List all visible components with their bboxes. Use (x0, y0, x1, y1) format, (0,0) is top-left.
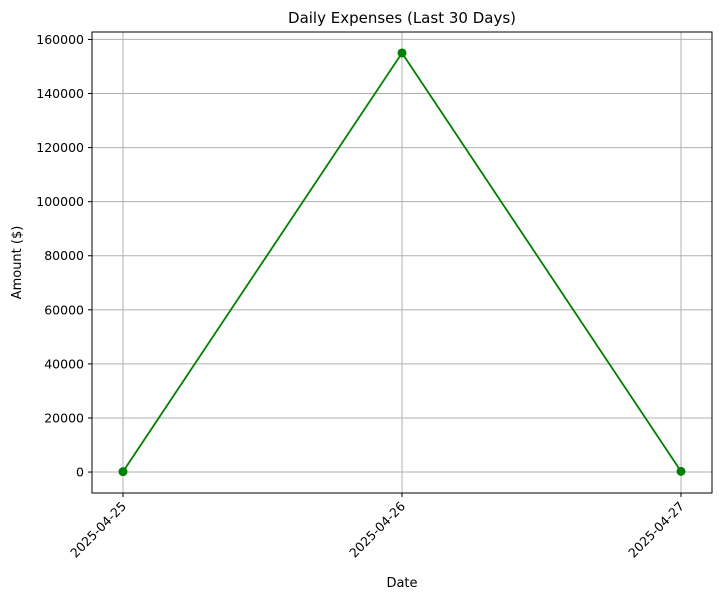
y-tick-label: 20000 (44, 410, 84, 425)
data-point (397, 48, 407, 58)
y-axis-ticks: 0 20000 40000 60000 80000 100000 120000 140000 1… (36, 32, 92, 480)
y-tick-label: 160000 (36, 32, 84, 47)
y-tick-label: 140000 (36, 86, 84, 101)
y-tick-label: 0 (76, 465, 84, 480)
y-axis-label: Amount ($) (10, 226, 25, 300)
data-point (118, 467, 128, 477)
chart-title: Daily Expenses (Last 30 Days) (288, 9, 516, 27)
data-point (676, 466, 686, 476)
y-tick-label: 40000 (44, 356, 84, 371)
y-tick-label: 80000 (44, 248, 84, 263)
data-points (118, 48, 686, 477)
y-tick-label: 60000 (44, 302, 84, 317)
y-tick-label: 120000 (36, 140, 84, 155)
x-axis-label: Date (386, 576, 417, 591)
y-tick-label: 100000 (36, 194, 84, 209)
